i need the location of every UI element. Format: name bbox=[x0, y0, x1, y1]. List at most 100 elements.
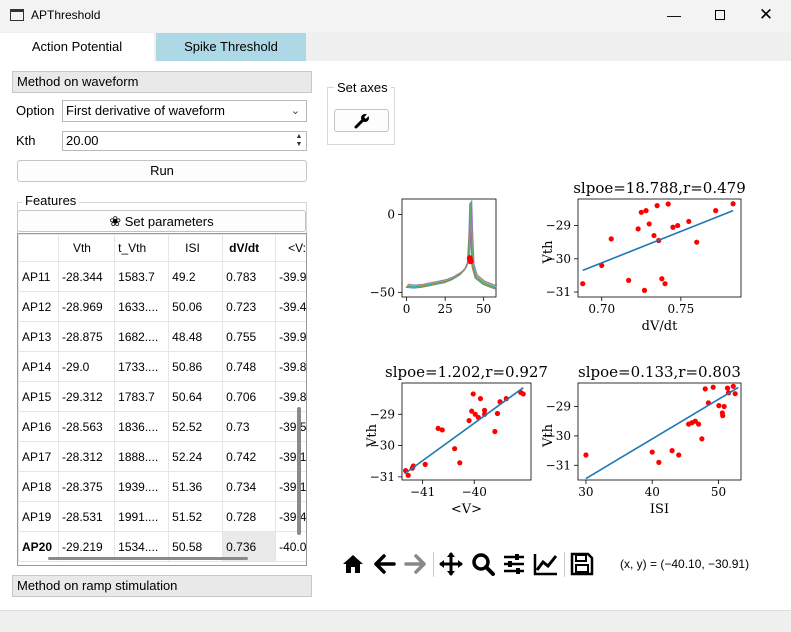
table-cell[interactable]: -29.219 bbox=[57, 531, 116, 562]
table-cell[interactable]: -28.312 bbox=[57, 441, 116, 472]
column-header[interactable]: dV/dt bbox=[222, 234, 277, 262]
pan-icon[interactable] bbox=[439, 552, 465, 578]
table-row[interactable]: AP16 -28.563 1836.... 52.52 0.73 -39.5 bbox=[18, 411, 306, 442]
set-axes-button[interactable] bbox=[334, 109, 389, 132]
option-dropdown[interactable]: First derivative of waveform ⌄ bbox=[62, 100, 307, 122]
configure-subplots-icon[interactable] bbox=[502, 552, 528, 578]
forward-icon[interactable] bbox=[403, 552, 429, 578]
maximize-icon[interactable] bbox=[697, 0, 743, 32]
column-header[interactable]: ISI bbox=[168, 234, 224, 262]
run-button[interactable]: Run bbox=[17, 160, 307, 182]
table-cell[interactable]: -28.344 bbox=[57, 261, 116, 292]
row-header[interactable]: AP15 bbox=[18, 381, 59, 412]
row-header[interactable]: AP12 bbox=[18, 291, 59, 322]
row-header[interactable]: AP20 bbox=[18, 531, 59, 562]
method-waveform-header[interactable]: Method on waveform bbox=[12, 71, 312, 93]
minimize-icon[interactable]: — bbox=[667, 7, 681, 23]
table-cell[interactable]: 1534.... bbox=[114, 531, 170, 562]
table-cell[interactable]: 0.755 bbox=[222, 321, 277, 352]
column-header[interactable]: t_Vth bbox=[114, 234, 170, 262]
save-icon[interactable] bbox=[570, 552, 596, 578]
kth-spinbox[interactable]: 20.00 ▲ ▼ bbox=[62, 131, 307, 151]
table-cell[interactable]: 52.52 bbox=[168, 411, 224, 442]
table-cell[interactable]: 51.36 bbox=[168, 471, 224, 502]
table-cell[interactable]: 1888.... bbox=[114, 441, 170, 472]
edit-axis-icon[interactable] bbox=[533, 552, 559, 578]
table-cell[interactable]: 1733.... bbox=[114, 351, 170, 382]
table-cell[interactable]: 0.783 bbox=[222, 261, 277, 292]
table-cell[interactable]: 0.728 bbox=[222, 501, 277, 532]
tab-spike-threshold[interactable]: Spike Threshold bbox=[156, 33, 306, 61]
table-row[interactable]: AP17 -28.312 1888.... 52.24 0.742 -39.1 bbox=[18, 441, 306, 472]
figure-canvas[interactable]: 0 25 50 0 −50 0.70 0.75 −29 −30 −31 slpoe=18.788,r… bbox=[336, 161, 759, 539]
row-header[interactable]: AP14 bbox=[18, 351, 59, 382]
table-row[interactable]: AP14 -29.0 1733.... 50.86 0.748 -39.8 bbox=[18, 351, 306, 382]
row-header[interactable]: AP18 bbox=[18, 471, 59, 502]
table-row[interactable]: AP20 -29.219 1534.... 50.58 0.736 -40.0 bbox=[18, 531, 306, 562]
table-cell[interactable]: 0.736 bbox=[222, 531, 277, 562]
table-cell[interactable]: -39.4 bbox=[275, 291, 306, 322]
table-cell[interactable]: -39.1 bbox=[275, 471, 306, 502]
table-cell[interactable]: 1682.... bbox=[114, 321, 170, 352]
row-header[interactable]: AP17 bbox=[18, 441, 59, 472]
spin-arrows-icon[interactable]: ▲ ▼ bbox=[295, 133, 303, 148]
table-cell[interactable]: 0.748 bbox=[222, 351, 277, 382]
zoom-icon[interactable] bbox=[471, 552, 497, 578]
figure-svg[interactable]: 0 25 50 0 −50 0.70 0.75 −29 −30 −31 slpoe=18.788,r… bbox=[336, 161, 759, 539]
table-cell[interactable]: -28.531 bbox=[57, 501, 116, 532]
table-cell[interactable]: 1939.... bbox=[114, 471, 170, 502]
table-cell[interactable]: -29.0 bbox=[57, 351, 116, 382]
back-icon[interactable] bbox=[373, 552, 399, 578]
table-cell[interactable]: -39.9 bbox=[275, 261, 306, 292]
table-cell[interactable]: 52.24 bbox=[168, 441, 224, 472]
table-cell[interactable]: 0.706 bbox=[222, 381, 277, 412]
row-header[interactable]: AP19 bbox=[18, 501, 59, 532]
table-cell[interactable]: -39.4 bbox=[275, 501, 306, 532]
table-vertical-scrollbar[interactable] bbox=[297, 407, 301, 535]
table-row[interactable]: AP19 -28.531 1991.... 51.52 0.728 -39.4 bbox=[18, 501, 306, 532]
table-cell[interactable]: 49.2 bbox=[168, 261, 224, 292]
table-cell[interactable]: -28.375 bbox=[57, 471, 116, 502]
table-cell[interactable]: 0.73 bbox=[222, 411, 277, 442]
table-cell[interactable]: -39.8 bbox=[275, 381, 306, 412]
table-cell[interactable]: 0.723 bbox=[222, 291, 277, 322]
table-cell[interactable]: 0.742 bbox=[222, 441, 277, 472]
table-row[interactable]: AP18 -28.375 1939.... 51.36 0.734 -39.1 bbox=[18, 471, 306, 502]
table-cell[interactable]: -39.5 bbox=[275, 411, 306, 442]
table-cell[interactable]: -40.0 bbox=[275, 531, 306, 562]
table-cell[interactable]: -39.8 bbox=[275, 351, 306, 382]
table-row[interactable]: AP15 -29.312 1783.7 50.64 0.706 -39.8 bbox=[18, 381, 306, 412]
table-cell[interactable]: -29.312 bbox=[57, 381, 116, 412]
column-header[interactable]: <V: bbox=[275, 234, 306, 262]
table-cell[interactable]: -39.1 bbox=[275, 441, 306, 472]
row-header[interactable]: AP16 bbox=[18, 411, 59, 442]
table-horizontal-scrollbar[interactable] bbox=[48, 557, 248, 560]
table-cell[interactable]: -28.875 bbox=[57, 321, 116, 352]
table-cell[interactable]: 1583.7 bbox=[114, 261, 170, 292]
table-row[interactable]: AP11 -28.344 1583.7 49.2 0.783 -39.9 bbox=[18, 261, 306, 292]
set-parameters-button[interactable]: ❀ Set parameters bbox=[17, 210, 306, 232]
table-cell[interactable]: 1633.... bbox=[114, 291, 170, 322]
table-cell[interactable]: -28.563 bbox=[57, 411, 116, 442]
table-cell[interactable]: 50.58 bbox=[168, 531, 224, 562]
home-icon[interactable] bbox=[341, 552, 367, 578]
table-cell[interactable]: -28.969 bbox=[57, 291, 116, 322]
table-row[interactable]: AP13 -28.875 1682.... 48.48 0.755 -39.9 bbox=[18, 321, 306, 352]
table-cell[interactable]: 1836.... bbox=[114, 411, 170, 442]
table-cell[interactable]: 50.06 bbox=[168, 291, 224, 322]
table-cell[interactable]: -39.9 bbox=[275, 321, 306, 352]
table-cell[interactable]: 48.48 bbox=[168, 321, 224, 352]
table-cell[interactable]: 51.52 bbox=[168, 501, 224, 532]
row-header[interactable]: AP11 bbox=[18, 261, 59, 292]
table-cell[interactable]: 1783.7 bbox=[114, 381, 170, 412]
row-header[interactable]: AP13 bbox=[18, 321, 59, 352]
table-cell[interactable]: 50.64 bbox=[168, 381, 224, 412]
table-row[interactable]: AP12 -28.969 1633.... 50.06 0.723 -39.4 bbox=[18, 291, 306, 322]
table-cell[interactable]: 1991.... bbox=[114, 501, 170, 532]
method-ramp-header[interactable]: Method on ramp stimulation bbox=[12, 575, 312, 597]
column-header[interactable]: Vth bbox=[57, 234, 116, 262]
table-cell[interactable]: 0.734 bbox=[222, 471, 277, 502]
tab-action-potential[interactable]: Action Potential bbox=[0, 33, 154, 61]
close-icon[interactable]: ✕ bbox=[758, 5, 774, 24]
table-cell[interactable]: 50.86 bbox=[168, 351, 224, 382]
